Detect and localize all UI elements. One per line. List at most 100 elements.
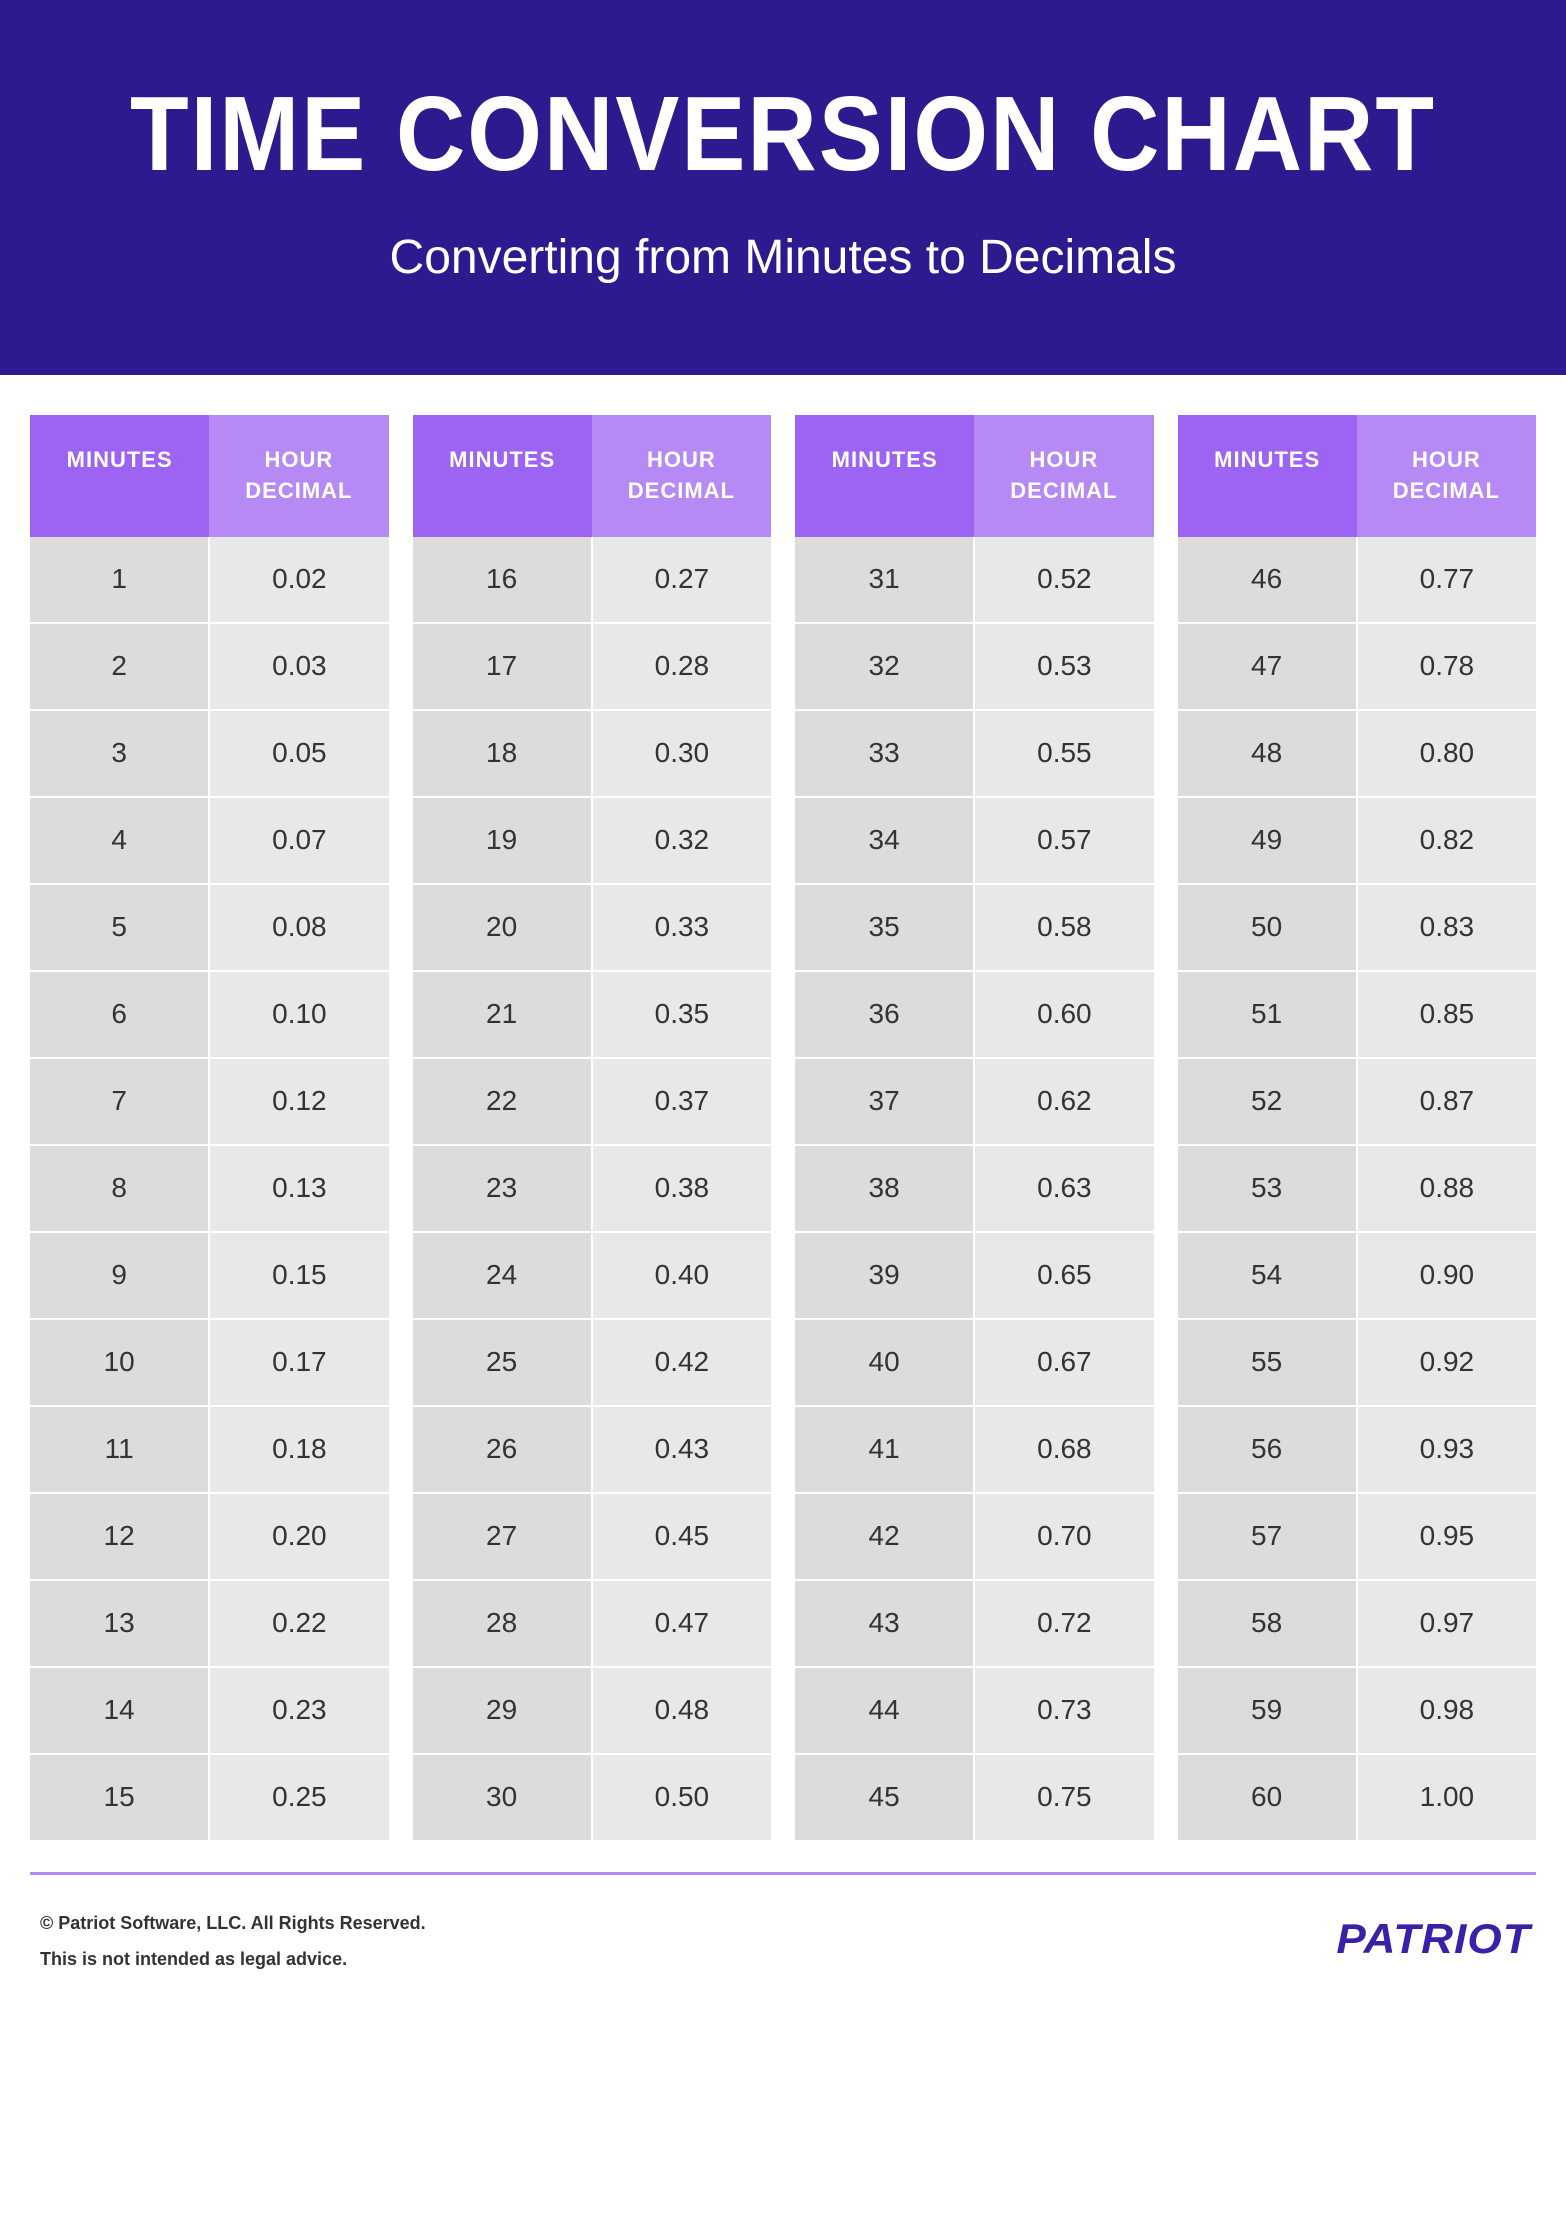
cell-decimal: 0.07 [210, 798, 388, 883]
cell-minutes: 27 [413, 1494, 593, 1579]
header-gap [0, 375, 1566, 415]
cell-minutes: 44 [795, 1668, 975, 1753]
cell-decimal: 0.32 [593, 798, 771, 883]
cell-decimal: 0.22 [210, 1581, 388, 1666]
cell-decimal: 1.00 [1358, 1755, 1536, 1840]
cell-minutes: 32 [795, 624, 975, 709]
cell-decimal: 0.10 [210, 972, 388, 1057]
cell-decimal: 0.93 [1358, 1407, 1536, 1492]
cell-decimal: 0.28 [593, 624, 771, 709]
table-row: 560.93 [1178, 1407, 1537, 1494]
cell-minutes: 48 [1178, 711, 1358, 796]
cell-decimal: 0.55 [975, 711, 1153, 796]
table-row: 330.55 [795, 711, 1154, 798]
cell-decimal: 0.40 [593, 1233, 771, 1318]
table-row: 360.60 [795, 972, 1154, 1059]
cell-minutes: 52 [1178, 1059, 1358, 1144]
cell-minutes: 11 [30, 1407, 210, 1492]
cell-decimal: 0.47 [593, 1581, 771, 1666]
cell-minutes: 29 [413, 1668, 593, 1753]
table-row: 130.22 [30, 1581, 389, 1668]
table-row: 170.28 [413, 624, 772, 711]
cell-minutes: 56 [1178, 1407, 1358, 1492]
table-group: MINUTESHOURDECIMAL310.52320.53330.55340.… [795, 415, 1154, 1842]
table-row: 530.88 [1178, 1146, 1537, 1233]
table-row: 410.68 [795, 1407, 1154, 1494]
cell-minutes: 15 [30, 1755, 210, 1840]
cell-minutes: 26 [413, 1407, 593, 1492]
brand-logo: PATRIOT [1336, 1905, 1530, 1963]
table-row: 260.43 [413, 1407, 772, 1494]
table-body: 160.27170.28180.30190.32200.33210.35220.… [413, 537, 772, 1842]
chart-title: TIME CONVERSION CHART [40, 75, 1526, 196]
cell-minutes: 2 [30, 624, 210, 709]
table-row: 400.67 [795, 1320, 1154, 1407]
cell-minutes: 33 [795, 711, 975, 796]
table-row: 150.25 [30, 1755, 389, 1842]
cell-minutes: 8 [30, 1146, 210, 1231]
cell-decimal: 0.15 [210, 1233, 388, 1318]
table-row: 180.30 [413, 711, 772, 798]
column-header-decimal: HOURDECIMAL [209, 415, 388, 537]
cell-minutes: 28 [413, 1581, 593, 1666]
cell-minutes: 58 [1178, 1581, 1358, 1666]
table-body: 10.0220.0330.0540.0750.0860.1070.1280.13… [30, 537, 389, 1842]
table-row: 80.13 [30, 1146, 389, 1233]
cell-decimal: 0.63 [975, 1146, 1153, 1231]
table-row: 220.37 [413, 1059, 772, 1146]
table-group: MINUTESHOURDECIMAL160.27170.28180.30190.… [413, 415, 772, 1842]
table-row: 280.47 [413, 1581, 772, 1668]
cell-decimal: 0.80 [1358, 711, 1536, 796]
cell-decimal: 0.70 [975, 1494, 1153, 1579]
table-row: 210.35 [413, 972, 772, 1059]
cell-decimal: 0.75 [975, 1755, 1153, 1840]
table-row: 570.95 [1178, 1494, 1537, 1581]
column-header-minutes: MINUTES [30, 415, 209, 537]
cell-decimal: 0.03 [210, 624, 388, 709]
cell-minutes: 6 [30, 972, 210, 1057]
cell-decimal: 0.97 [1358, 1581, 1536, 1666]
table-row: 460.77 [1178, 537, 1537, 624]
cell-minutes: 18 [413, 711, 593, 796]
cell-minutes: 17 [413, 624, 593, 709]
table-row: 590.98 [1178, 1668, 1537, 1755]
cell-decimal: 0.45 [593, 1494, 771, 1579]
cell-minutes: 35 [795, 885, 975, 970]
cell-decimal: 0.58 [975, 885, 1153, 970]
cell-minutes: 25 [413, 1320, 593, 1405]
cell-decimal: 0.48 [593, 1668, 771, 1753]
cell-decimal: 0.85 [1358, 972, 1536, 1057]
table-row: 430.72 [795, 1581, 1154, 1668]
cell-minutes: 54 [1178, 1233, 1358, 1318]
cell-decimal: 0.98 [1358, 1668, 1536, 1753]
table-row: 20.03 [30, 624, 389, 711]
cell-minutes: 4 [30, 798, 210, 883]
cell-minutes: 53 [1178, 1146, 1358, 1231]
cell-decimal: 0.42 [593, 1320, 771, 1405]
footer-copyright: © Patriot Software, LLC. All Rights Rese… [40, 1905, 426, 1941]
column-header-minutes: MINUTES [795, 415, 974, 537]
cell-minutes: 40 [795, 1320, 975, 1405]
cell-minutes: 16 [413, 537, 593, 622]
cell-decimal: 0.30 [593, 711, 771, 796]
footer-disclaimer: This is not intended as legal advice. [40, 1941, 426, 1977]
cell-minutes: 55 [1178, 1320, 1358, 1405]
chart-header: TIME CONVERSION CHART Converting from Mi… [0, 0, 1566, 375]
table-row: 440.73 [795, 1668, 1154, 1755]
cell-decimal: 0.38 [593, 1146, 771, 1231]
cell-decimal: 0.60 [975, 972, 1153, 1057]
cell-minutes: 47 [1178, 624, 1358, 709]
cell-minutes: 60 [1178, 1755, 1358, 1840]
column-header-minutes: MINUTES [1178, 415, 1357, 537]
table-group: MINUTESHOURDECIMAL10.0220.0330.0540.0750… [30, 415, 389, 1842]
cell-minutes: 13 [30, 1581, 210, 1666]
cell-decimal: 0.12 [210, 1059, 388, 1144]
cell-minutes: 38 [795, 1146, 975, 1231]
table-row: 540.90 [1178, 1233, 1537, 1320]
table-row: 30.05 [30, 711, 389, 798]
table-header-row: MINUTESHOURDECIMAL [795, 415, 1154, 537]
table-row: 601.00 [1178, 1755, 1537, 1842]
table-group: MINUTESHOURDECIMAL460.77470.78480.80490.… [1178, 415, 1537, 1842]
table-row: 580.97 [1178, 1581, 1537, 1668]
cell-minutes: 5 [30, 885, 210, 970]
